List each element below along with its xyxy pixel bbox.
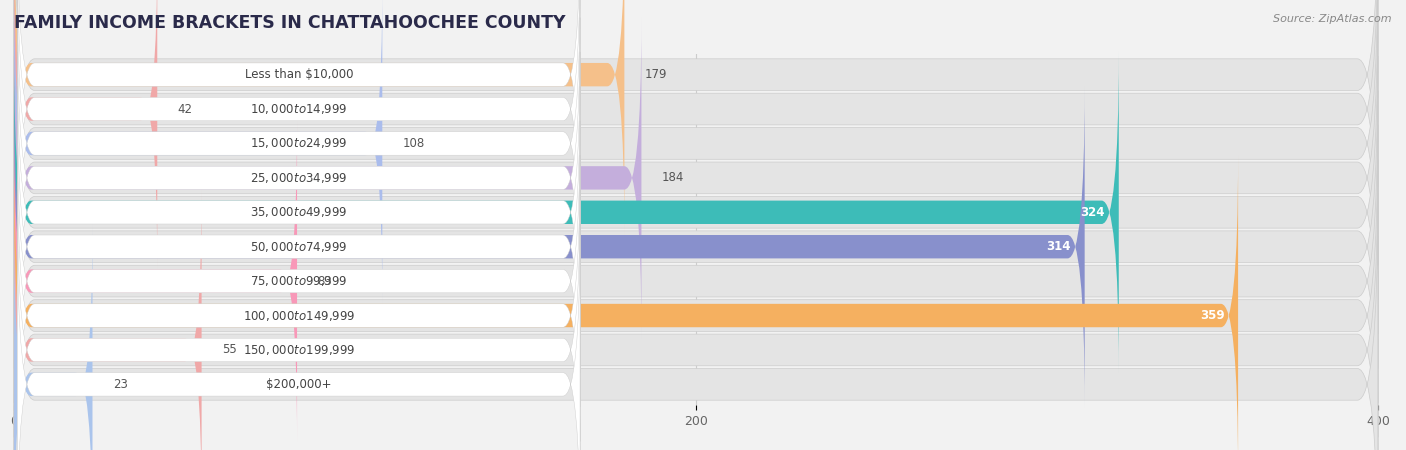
- Text: $200,000+: $200,000+: [266, 378, 332, 391]
- Text: 184: 184: [662, 171, 685, 184]
- FancyBboxPatch shape: [14, 90, 1378, 450]
- FancyBboxPatch shape: [17, 155, 581, 450]
- Text: $10,000 to $14,999: $10,000 to $14,999: [250, 102, 347, 116]
- FancyBboxPatch shape: [17, 0, 581, 235]
- FancyBboxPatch shape: [17, 86, 581, 407]
- FancyBboxPatch shape: [14, 194, 1378, 450]
- Text: $50,000 to $74,999: $50,000 to $74,999: [250, 240, 347, 254]
- FancyBboxPatch shape: [17, 224, 581, 450]
- Text: Source: ZipAtlas.com: Source: ZipAtlas.com: [1274, 14, 1392, 23]
- Text: 108: 108: [402, 137, 425, 150]
- FancyBboxPatch shape: [14, 224, 93, 450]
- Text: FAMILY INCOME BRACKETS IN CHATTAHOOCHEE COUNTY: FAMILY INCOME BRACKETS IN CHATTAHOOCHEE …: [14, 14, 565, 32]
- FancyBboxPatch shape: [14, 125, 1378, 450]
- FancyBboxPatch shape: [14, 22, 1378, 403]
- Text: $150,000 to $199,999: $150,000 to $199,999: [243, 343, 354, 357]
- Text: $75,000 to $99,999: $75,000 to $99,999: [250, 274, 347, 288]
- Text: 314: 314: [1046, 240, 1071, 253]
- FancyBboxPatch shape: [14, 86, 1084, 407]
- FancyBboxPatch shape: [14, 52, 1119, 373]
- FancyBboxPatch shape: [14, 0, 157, 270]
- Text: 324: 324: [1081, 206, 1105, 219]
- FancyBboxPatch shape: [17, 18, 581, 338]
- FancyBboxPatch shape: [17, 0, 581, 270]
- FancyBboxPatch shape: [14, 121, 297, 441]
- FancyBboxPatch shape: [14, 18, 641, 338]
- FancyBboxPatch shape: [14, 0, 1378, 369]
- FancyBboxPatch shape: [14, 0, 1378, 334]
- Text: 83: 83: [318, 274, 332, 288]
- Text: 179: 179: [645, 68, 668, 81]
- Text: 23: 23: [112, 378, 128, 391]
- FancyBboxPatch shape: [14, 0, 382, 304]
- FancyBboxPatch shape: [14, 56, 1378, 437]
- FancyBboxPatch shape: [14, 159, 1378, 450]
- Text: 55: 55: [222, 343, 236, 356]
- FancyBboxPatch shape: [14, 0, 1378, 300]
- FancyBboxPatch shape: [14, 189, 201, 450]
- FancyBboxPatch shape: [17, 0, 581, 304]
- Text: 359: 359: [1199, 309, 1225, 322]
- Text: $25,000 to $34,999: $25,000 to $34,999: [250, 171, 347, 185]
- Text: $100,000 to $149,999: $100,000 to $149,999: [243, 309, 354, 323]
- Text: $15,000 to $24,999: $15,000 to $24,999: [250, 136, 347, 150]
- FancyBboxPatch shape: [17, 189, 581, 450]
- Text: Less than $10,000: Less than $10,000: [245, 68, 353, 81]
- Text: $35,000 to $49,999: $35,000 to $49,999: [250, 205, 347, 219]
- FancyBboxPatch shape: [14, 155, 1239, 450]
- Text: 42: 42: [177, 103, 193, 116]
- FancyBboxPatch shape: [17, 121, 581, 441]
- FancyBboxPatch shape: [14, 0, 1378, 266]
- FancyBboxPatch shape: [14, 0, 624, 235]
- FancyBboxPatch shape: [17, 52, 581, 373]
